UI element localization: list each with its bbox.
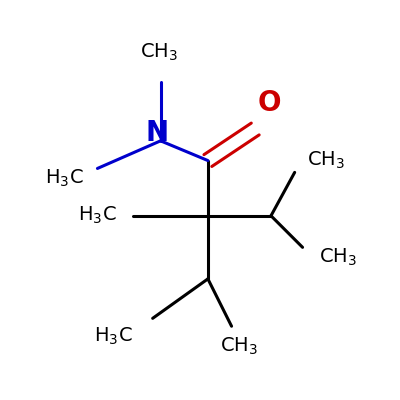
Text: H$_3$C: H$_3$C — [94, 326, 132, 347]
Text: N: N — [145, 119, 168, 147]
Text: CH$_3$: CH$_3$ — [140, 42, 178, 63]
Text: CH$_3$: CH$_3$ — [220, 335, 258, 356]
Text: CH$_3$: CH$_3$ — [307, 150, 345, 171]
Text: H$_3$C: H$_3$C — [44, 168, 83, 189]
Text: CH$_3$: CH$_3$ — [319, 246, 357, 268]
Text: O: O — [257, 89, 281, 117]
Text: H$_3$C: H$_3$C — [78, 205, 117, 226]
